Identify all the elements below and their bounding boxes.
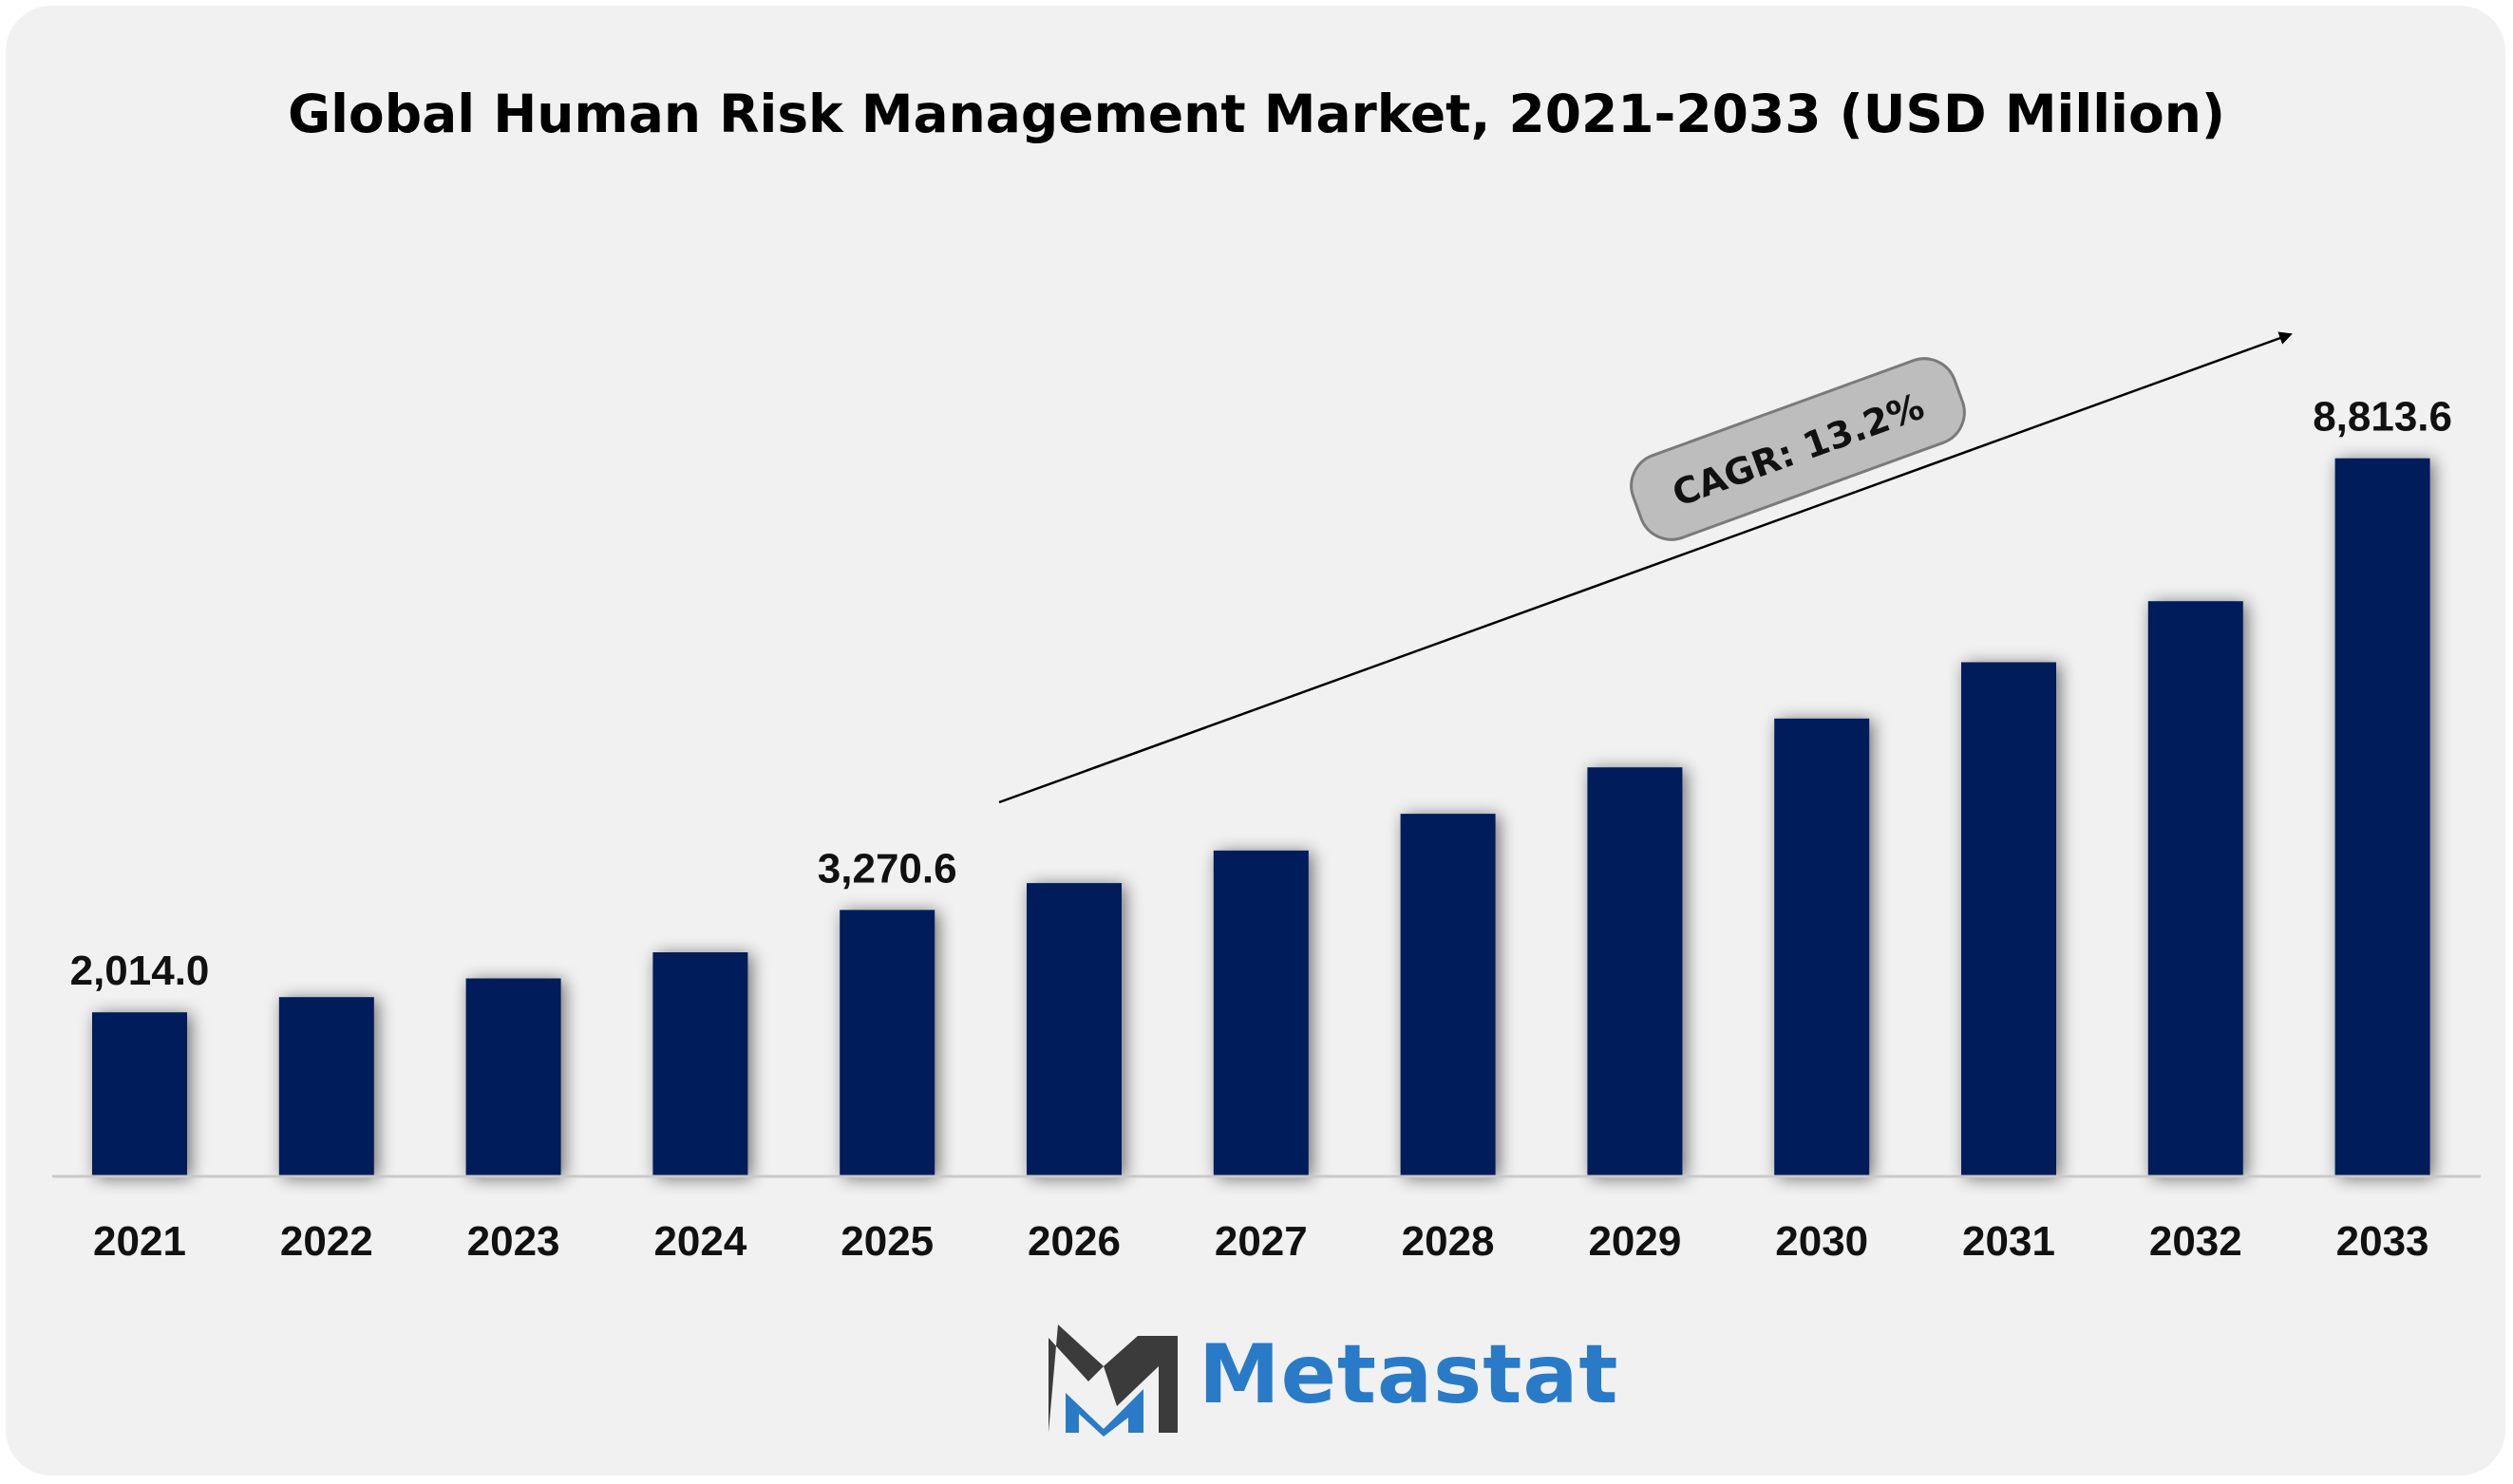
x-tick-label-2031: 2031 (1962, 1218, 2055, 1265)
x-tick-label-2030: 2030 (1775, 1218, 1868, 1265)
chart-card (6, 6, 2505, 1475)
x-tick-label-2025: 2025 (841, 1218, 934, 1265)
bar-2032 (2147, 601, 2243, 1176)
bar-2028 (1400, 814, 1496, 1176)
x-tick-label-2022: 2022 (280, 1218, 373, 1265)
bar-2025 (840, 910, 935, 1176)
bar-2029 (1587, 767, 1683, 1176)
x-tick-label-2029: 2029 (1588, 1218, 1681, 1265)
bar-2026 (1027, 883, 1122, 1176)
data-label-2025: 3,270.6 (818, 845, 957, 892)
bar-2021 (92, 1012, 187, 1176)
metastat-logo-icon (1049, 1324, 1178, 1437)
cagr-badge: CAGR: 13.2% (1630, 357, 1966, 541)
bar-2023 (465, 978, 561, 1176)
x-tick-label-2023: 2023 (467, 1218, 560, 1265)
brand-name: Metastat (1199, 1327, 1619, 1422)
x-tick-label-2028: 2028 (1402, 1218, 1495, 1265)
data-label-2033: 8,813.6 (2313, 394, 2452, 441)
bar-2024 (652, 952, 748, 1176)
bar-2031 (1961, 662, 2056, 1176)
x-tick-label-2032: 2032 (2149, 1218, 2242, 1265)
bar-2033 (2334, 458, 2430, 1176)
chart-title: Global Human Risk Management Market, 202… (287, 84, 2226, 144)
x-tick-label-2033: 2033 (2336, 1218, 2429, 1265)
x-tick-label-2021: 2021 (93, 1218, 186, 1265)
data-label-2021: 2,014.0 (70, 948, 210, 994)
x-tick-label-2024: 2024 (653, 1218, 746, 1265)
bar-2022 (278, 997, 374, 1176)
bar-2030 (1774, 718, 1870, 1176)
cagr-arrow (998, 331, 2293, 804)
x-tick-label-2026: 2026 (1028, 1218, 1121, 1265)
bar-2027 (1213, 850, 1309, 1176)
x-tick-label-2027: 2027 (1215, 1218, 1308, 1265)
